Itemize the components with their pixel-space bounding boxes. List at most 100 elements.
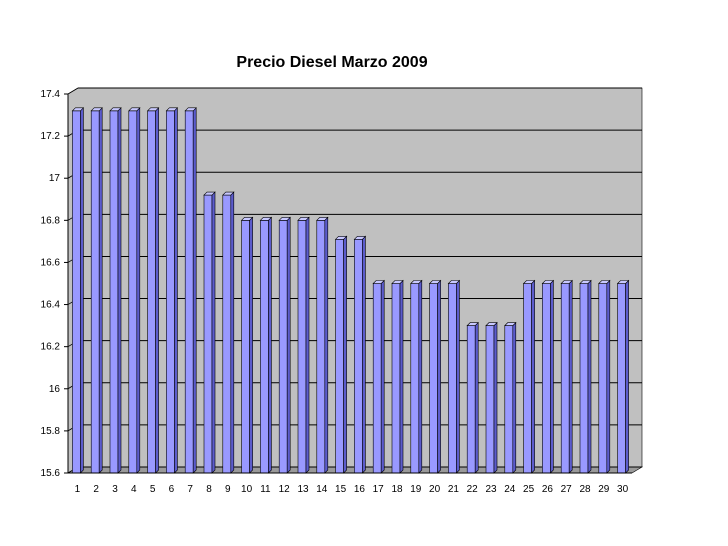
bar [184, 107, 197, 474]
x-tick-label: 8 [206, 484, 212, 495]
bar [504, 321, 517, 474]
bar-top [71, 107, 85, 112]
y-tick-label: 17 [49, 173, 61, 184]
bar-side [362, 235, 366, 474]
bar [353, 235, 367, 474]
bar-top [616, 280, 630, 284]
bar-top [447, 280, 461, 284]
bar-front [429, 283, 438, 474]
bar-side [192, 107, 197, 474]
bar-side [268, 216, 272, 474]
x-tick-label: 24 [504, 484, 516, 495]
y-tick-label: 16 [49, 384, 61, 395]
bar-front [466, 325, 476, 474]
bar-side [587, 279, 592, 474]
bar-side [625, 279, 629, 474]
bar-top [579, 280, 592, 284]
bar [560, 279, 573, 474]
bar-front [147, 110, 156, 474]
bar [71, 107, 85, 474]
x-tick-label: 14 [316, 484, 328, 495]
y-tick-label: 17.4 [41, 89, 61, 100]
bar-top [522, 280, 536, 284]
y-tick-label: 15.6 [41, 468, 61, 479]
bar-front [241, 220, 250, 474]
x-tick-label: 16 [354, 484, 366, 495]
bar-front [560, 283, 570, 474]
bar-top [297, 217, 310, 221]
bar-front [598, 283, 608, 474]
bar-front [90, 110, 100, 474]
bar-top [353, 235, 367, 240]
x-tick-label: 12 [279, 484, 291, 495]
bar [278, 216, 291, 474]
bar-side [286, 216, 291, 474]
bar-top [428, 280, 442, 284]
x-tick-label: 5 [150, 484, 156, 495]
bar-side [418, 279, 423, 474]
bar-side [550, 279, 554, 474]
bar-front [485, 325, 495, 474]
bar-front [354, 238, 363, 474]
bar-side [230, 191, 235, 474]
bar-top [203, 191, 216, 196]
y-tick-label: 16.4 [41, 300, 61, 311]
bar-top [372, 280, 385, 284]
bar-front [504, 325, 514, 474]
bar [334, 235, 348, 474]
x-tick-label: 17 [373, 484, 385, 495]
y-tick-label: 17.2 [41, 131, 61, 142]
x-tick-label: 10 [241, 484, 253, 495]
y-axis: 15.6 15.8 16 16.2 16.4 16.6 16.8 17 17.2 17.4 [41, 89, 69, 479]
bar-front [260, 220, 269, 474]
bar [410, 279, 423, 474]
bar-side [305, 216, 310, 474]
bar [90, 107, 103, 474]
bar-side [474, 321, 479, 474]
x-tick-label: 2 [93, 484, 99, 495]
bar-side [493, 321, 498, 474]
bar-side [155, 107, 159, 474]
bar-front [109, 110, 119, 474]
bar [579, 279, 592, 474]
bar [522, 279, 536, 474]
bar-side [324, 216, 329, 474]
bar [222, 191, 235, 474]
bar [598, 279, 611, 474]
x-tick-label: 1 [75, 484, 81, 495]
x-tick-label: 25 [523, 484, 535, 495]
bar-side [343, 235, 347, 474]
bar-top [410, 280, 423, 284]
x-tick-label: 15 [335, 484, 347, 495]
x-tick-label: 21 [448, 484, 460, 495]
bar-front [410, 283, 420, 474]
bar-front [316, 220, 326, 474]
bar [485, 321, 498, 474]
bar-front [542, 283, 551, 474]
bar-top [334, 235, 348, 240]
bar-front [448, 283, 457, 474]
bar [128, 107, 141, 474]
bar-side [211, 191, 216, 474]
x-tick-label: 9 [225, 484, 231, 495]
bar [428, 279, 442, 474]
bar-side [399, 279, 404, 474]
x-tick-label: 20 [429, 484, 441, 495]
x-tick-label: 13 [297, 484, 309, 495]
bar [447, 279, 461, 474]
x-tick-label: 29 [598, 484, 610, 495]
bar [391, 279, 404, 474]
x-tick-label: 4 [131, 484, 137, 495]
x-tick-label: 30 [617, 484, 629, 495]
bar-front [222, 194, 232, 474]
bar-top [240, 217, 254, 221]
bar-top [391, 280, 404, 284]
bar [203, 191, 216, 474]
bar-top [259, 217, 273, 221]
bar [259, 216, 273, 474]
bar-top [184, 107, 197, 112]
x-tick-label: 19 [410, 484, 422, 495]
bar-front [278, 220, 288, 474]
bar-top [485, 322, 498, 326]
